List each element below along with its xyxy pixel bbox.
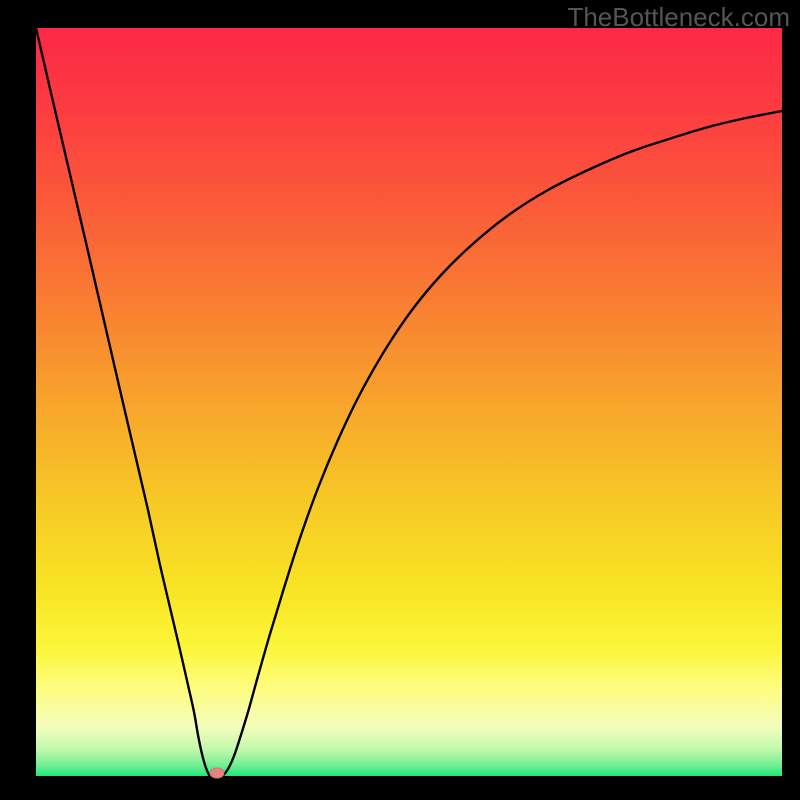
plot-area xyxy=(36,28,782,776)
watermark-text: TheBottleneck.com xyxy=(567,2,790,33)
minimum-marker xyxy=(210,768,224,778)
chart-canvas: TheBottleneck.com xyxy=(0,0,800,800)
curve-layer xyxy=(0,0,800,800)
bottleneck-curve xyxy=(36,28,782,777)
